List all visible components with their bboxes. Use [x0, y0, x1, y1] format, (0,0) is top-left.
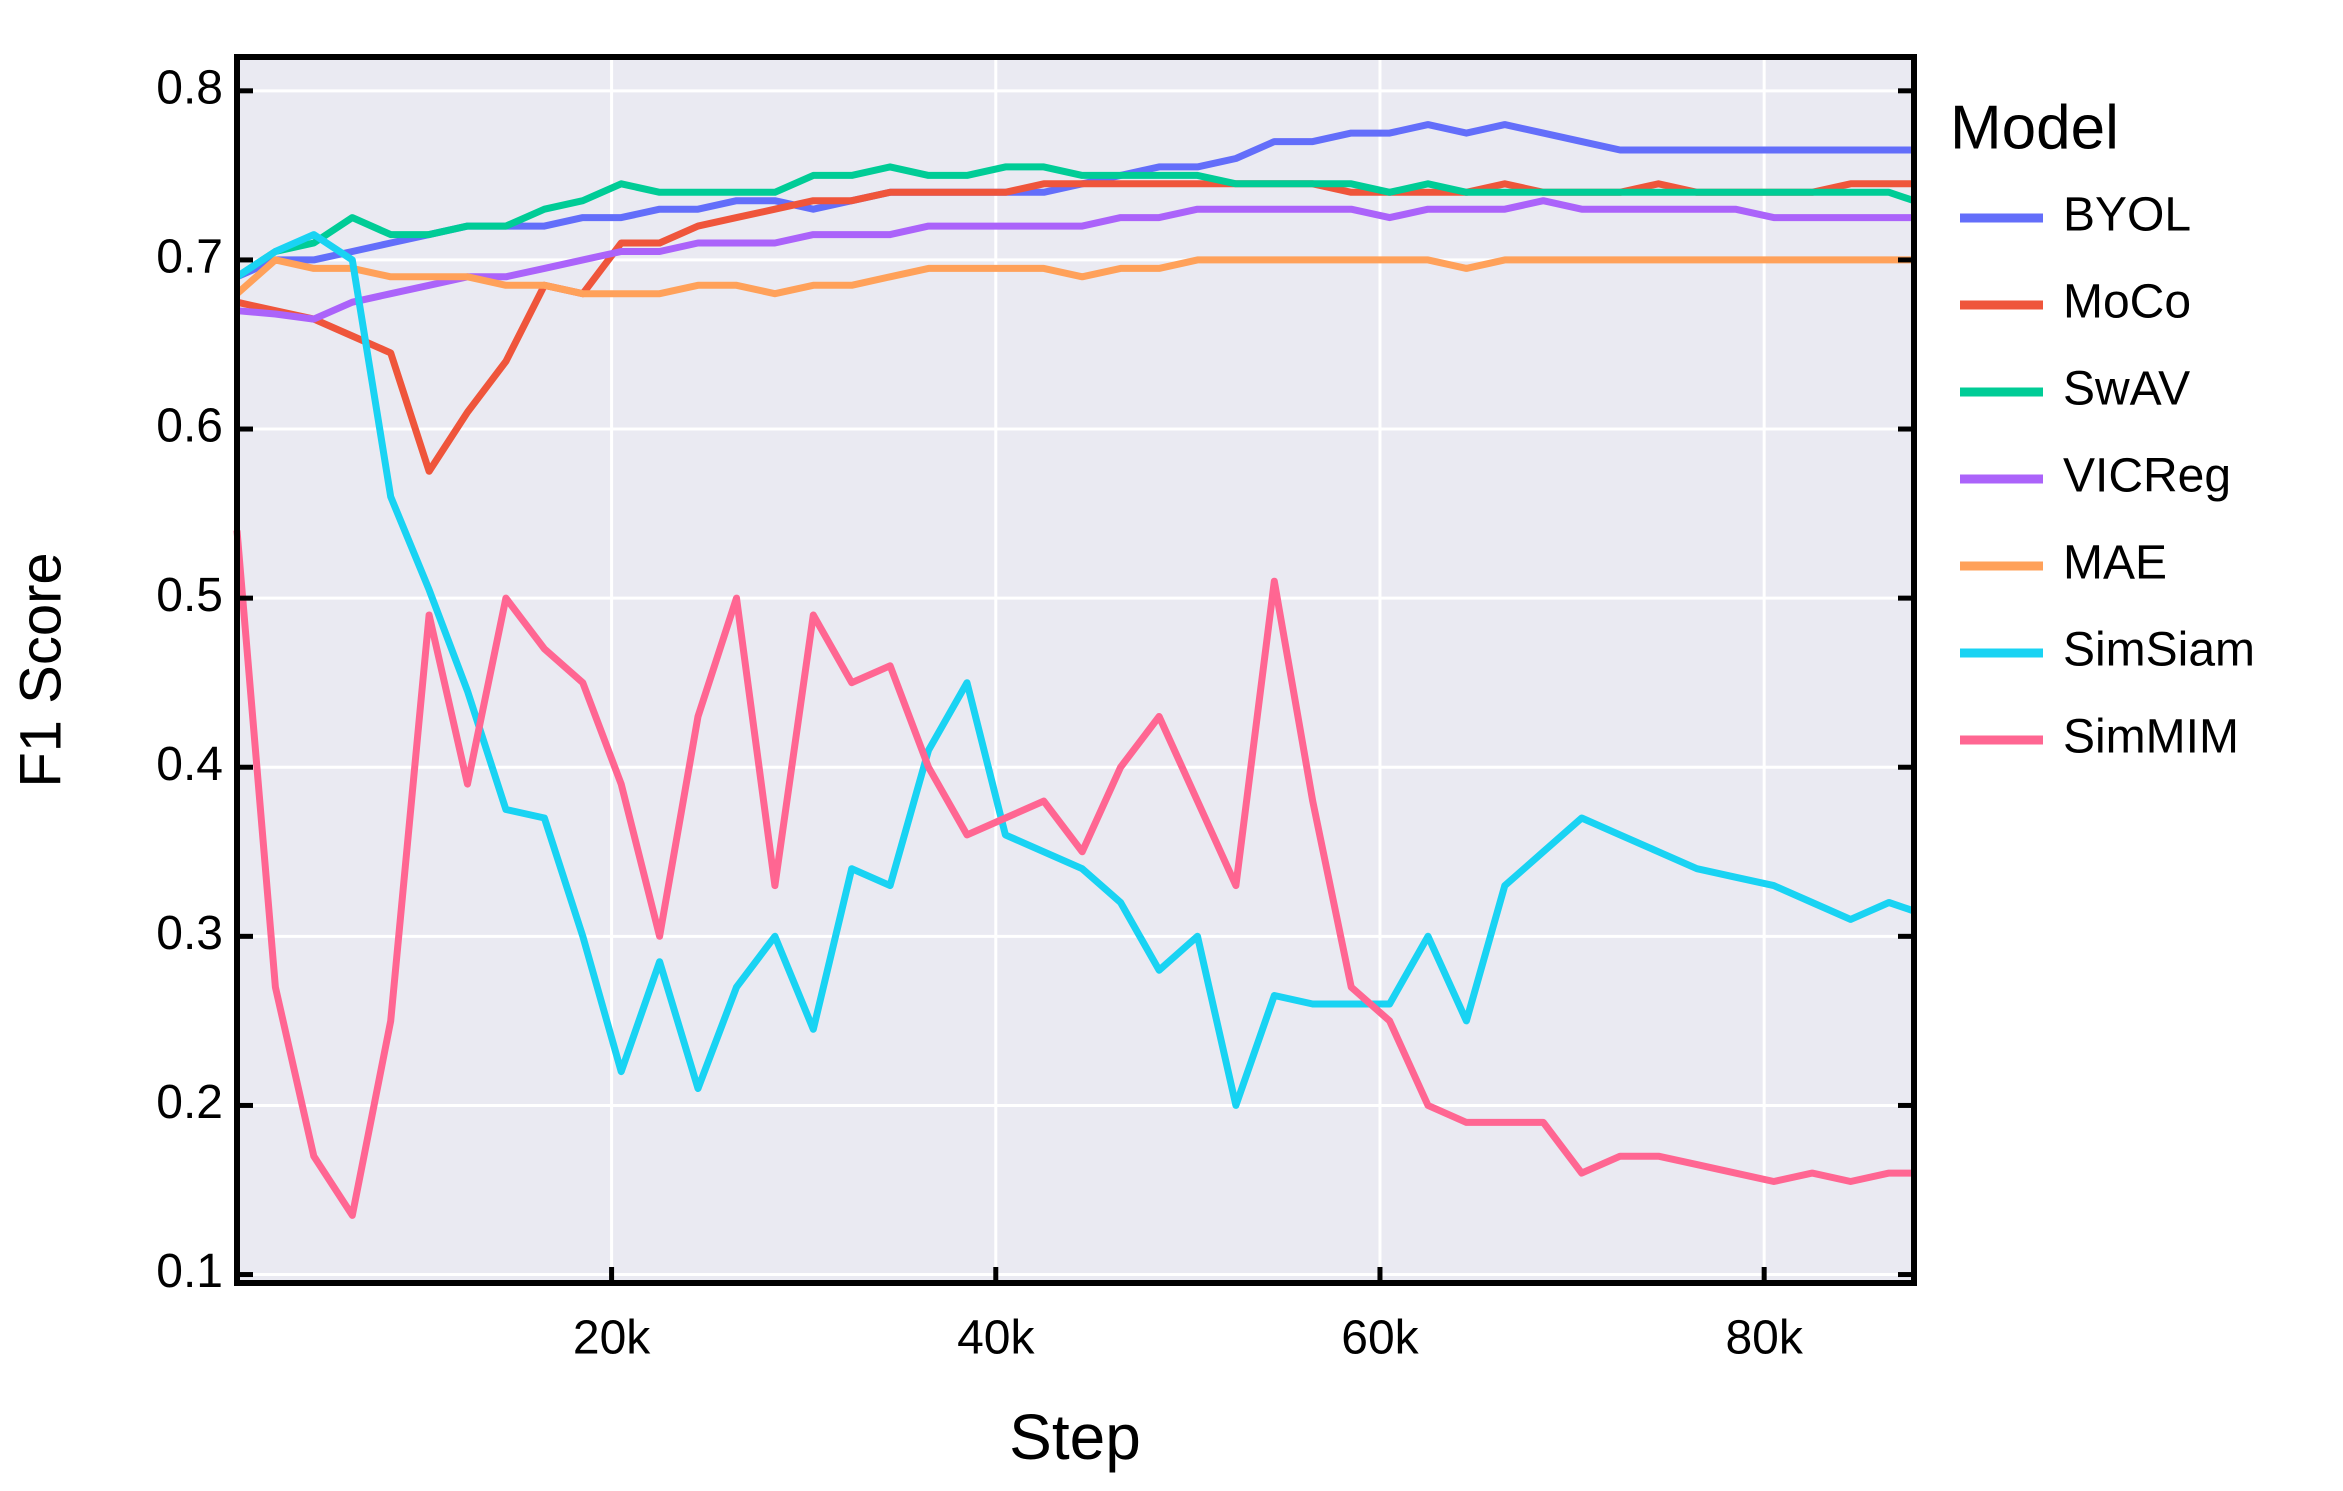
plot-frame [234, 54, 1917, 1286]
y-tick-label: 0.1 [156, 1245, 223, 1298]
series-line [235, 231, 1916, 1109]
y-tick-label: 0.3 [156, 907, 223, 960]
legend-label: SimMIM [2063, 711, 2239, 764]
legend-title: Model [1950, 93, 2119, 162]
y-tick-label: 0.6 [156, 400, 223, 453]
y-tick-label: 0.2 [156, 1076, 223, 1129]
legend-label: VICReg [2063, 450, 2231, 503]
series-line [236, 180, 1914, 475]
legend-label: MAE [2063, 537, 2167, 590]
y-tick-label: 0.5 [156, 569, 223, 622]
legend-label: MoCo [2063, 276, 2191, 329]
x-tick-label: 40k [957, 1312, 1035, 1365]
x-tick-label: 80k [1725, 1312, 1803, 1365]
legend-label: BYOL [2063, 189, 2191, 242]
y-tick-label: 0.8 [156, 61, 223, 114]
y-axis-label: F1 Score [8, 552, 73, 787]
series-line [235, 163, 1916, 280]
series-line [234, 256, 1914, 298]
y-tick-label: 0.7 [156, 231, 223, 284]
y-tick-label: 0.4 [156, 738, 223, 791]
x-tick-label: 60k [1341, 1312, 1419, 1365]
x-tick-label: 20k [573, 1312, 651, 1365]
legend-label: SimSiam [2063, 624, 2255, 677]
series-line [236, 197, 1914, 323]
x-axis-label: Step [1009, 1401, 1141, 1473]
series-line [233, 530, 1914, 1219]
legend-label: SwAV [2063, 363, 2190, 416]
